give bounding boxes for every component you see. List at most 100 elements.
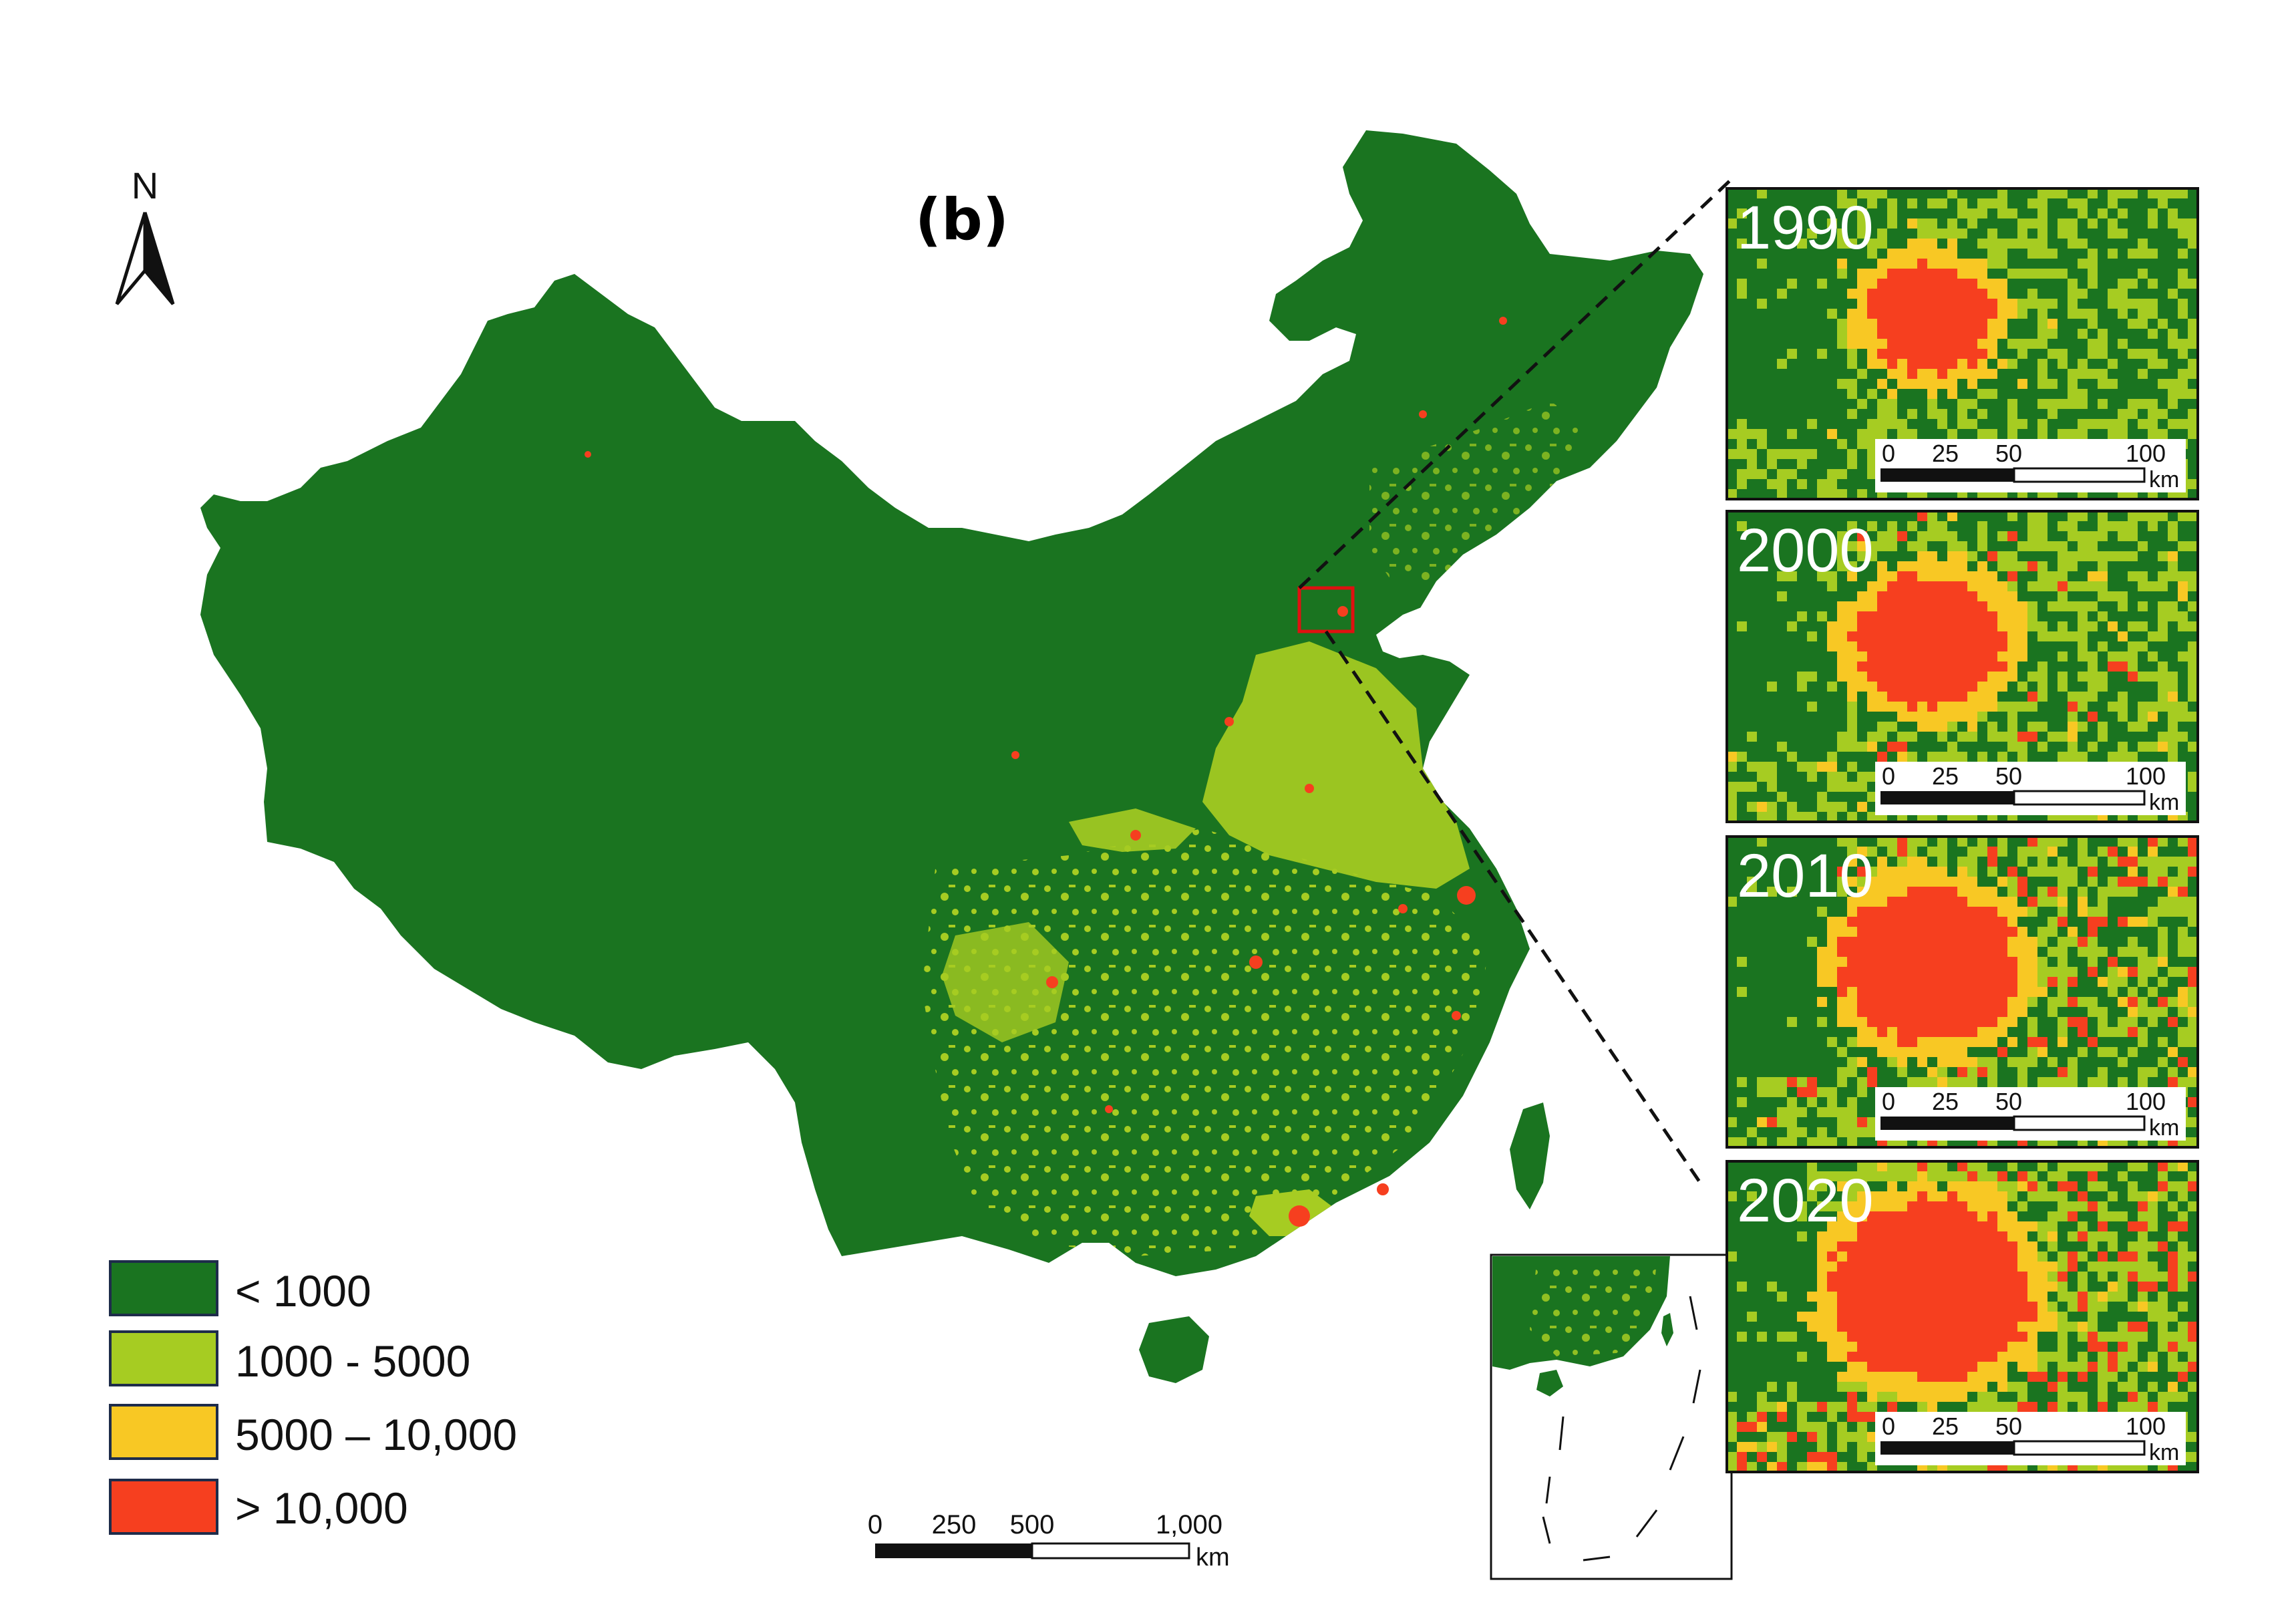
inset-cell	[1927, 997, 1938, 1008]
inset-cell	[1937, 1221, 1948, 1232]
inset-cell	[1727, 947, 1738, 957]
inset-cell	[1757, 379, 1768, 390]
inset-cell	[1977, 742, 1988, 752]
inset-cell	[2118, 571, 2128, 582]
inset-cell	[1917, 702, 1928, 712]
inset-cell	[2058, 409, 2068, 420]
inset-cell	[2068, 682, 2078, 692]
inset-cell	[2068, 208, 2078, 219]
inset-cell	[1757, 1107, 1768, 1118]
inset-cell	[1757, 887, 1768, 897]
inset-cell	[2118, 541, 2128, 552]
inset-cell	[1887, 1161, 1898, 1172]
inset-cell	[2088, 409, 2098, 420]
inset-cell	[2158, 269, 2168, 279]
inset-cell	[2037, 551, 2048, 562]
inset-cell	[2098, 299, 2108, 309]
inset-cell	[1837, 369, 1848, 380]
inset-cell	[1787, 867, 1798, 877]
inset-cell	[2068, 541, 2078, 552]
inset-cell	[1907, 1272, 1918, 1282]
inset-cell	[2138, 927, 2148, 937]
inset-cell	[1787, 1077, 1798, 1088]
inset-cell	[2178, 682, 2188, 692]
inset-cell	[1877, 511, 1888, 522]
inset-cell	[1867, 1137, 1878, 1148]
inset-cell	[1797, 967, 1808, 978]
inset-cell	[1857, 692, 1868, 702]
inset-cell	[1727, 299, 1738, 309]
inset-cell	[2037, 389, 2048, 400]
inset-cell	[2128, 611, 2138, 622]
inset-cell	[2007, 867, 2018, 877]
inset-cell	[2017, 511, 2028, 522]
inset-cell	[1827, 1107, 1838, 1118]
inset-cell	[1897, 1221, 1908, 1232]
inset-cell	[1837, 997, 1848, 1008]
inset-cell	[1897, 1077, 1908, 1088]
inset-cell	[1737, 702, 1748, 712]
inset-cell	[2148, 722, 2158, 732]
inset-cell	[2007, 1037, 2018, 1048]
inset-cell	[1947, 1262, 1958, 1272]
inset-cell	[1957, 987, 1968, 998]
inset-cell	[2058, 561, 2068, 572]
inset-cell	[1757, 987, 1768, 998]
inset-cell	[1827, 299, 1838, 309]
inset-cell	[2168, 429, 2178, 440]
inset-cell	[1887, 641, 1898, 652]
inset-cell	[1897, 389, 1908, 400]
inset-cell	[1767, 198, 1778, 209]
inset-cell	[1847, 439, 1858, 450]
inset-cell	[2148, 409, 2158, 420]
inset-cell	[1977, 198, 1988, 209]
inset-cell	[1727, 732, 1738, 742]
inset-cell	[2168, 722, 2178, 732]
inset-cell	[2148, 239, 2158, 249]
inset-cell	[1767, 1067, 1778, 1078]
inset-cell	[2098, 561, 2108, 572]
inset-cell	[1827, 692, 1838, 702]
inset-cell	[2027, 897, 2038, 907]
inset-cell	[2037, 1057, 2048, 1068]
inset-cell	[1737, 641, 1748, 652]
inset-cell	[1727, 1201, 1738, 1212]
inset-cell	[2128, 1262, 2138, 1272]
inset-cell	[2188, 229, 2198, 239]
inset-cell	[2017, 847, 2028, 857]
inset-cell	[1947, 399, 1958, 410]
inset-cell	[1937, 339, 1948, 349]
inset-cell	[1907, 309, 1918, 319]
inset-cell	[1967, 847, 1978, 857]
inset-cell	[2068, 631, 2078, 642]
inset-cell	[1737, 1057, 1748, 1068]
inset-cell	[1897, 531, 1908, 542]
inset-cell	[1737, 802, 1748, 813]
inset-cell	[1747, 208, 1758, 219]
inset-cell	[1967, 897, 1978, 907]
inset-cell	[2047, 1262, 2058, 1272]
inset-cell	[1877, 259, 1888, 269]
inset-cell	[2037, 369, 2048, 380]
inset-cell	[1777, 269, 1788, 279]
inset-cell	[2178, 672, 2188, 682]
inset-cell	[2128, 651, 2138, 662]
inset-cell	[2017, 937, 2028, 947]
inset-cell	[2078, 511, 2088, 522]
inset-cell	[1967, 1007, 1978, 1018]
inset-cell	[1897, 752, 1908, 762]
inset-cell	[2088, 947, 2098, 957]
inset-cell	[1747, 541, 1758, 552]
inset-cell	[1917, 319, 1928, 329]
inset-cell	[1847, 1027, 1858, 1038]
inset-cell	[2108, 299, 2118, 309]
inset-cell	[1997, 1077, 2008, 1088]
inset-cell	[2047, 672, 2058, 682]
inset-cell	[1897, 867, 1908, 877]
inset-cell	[1757, 782, 1768, 792]
inset-cell	[1747, 1117, 1758, 1128]
inset-cell	[2168, 409, 2178, 420]
inset-cell	[2027, 712, 2038, 722]
inset-cell	[1937, 309, 1948, 319]
inset-cell	[2047, 957, 2058, 968]
